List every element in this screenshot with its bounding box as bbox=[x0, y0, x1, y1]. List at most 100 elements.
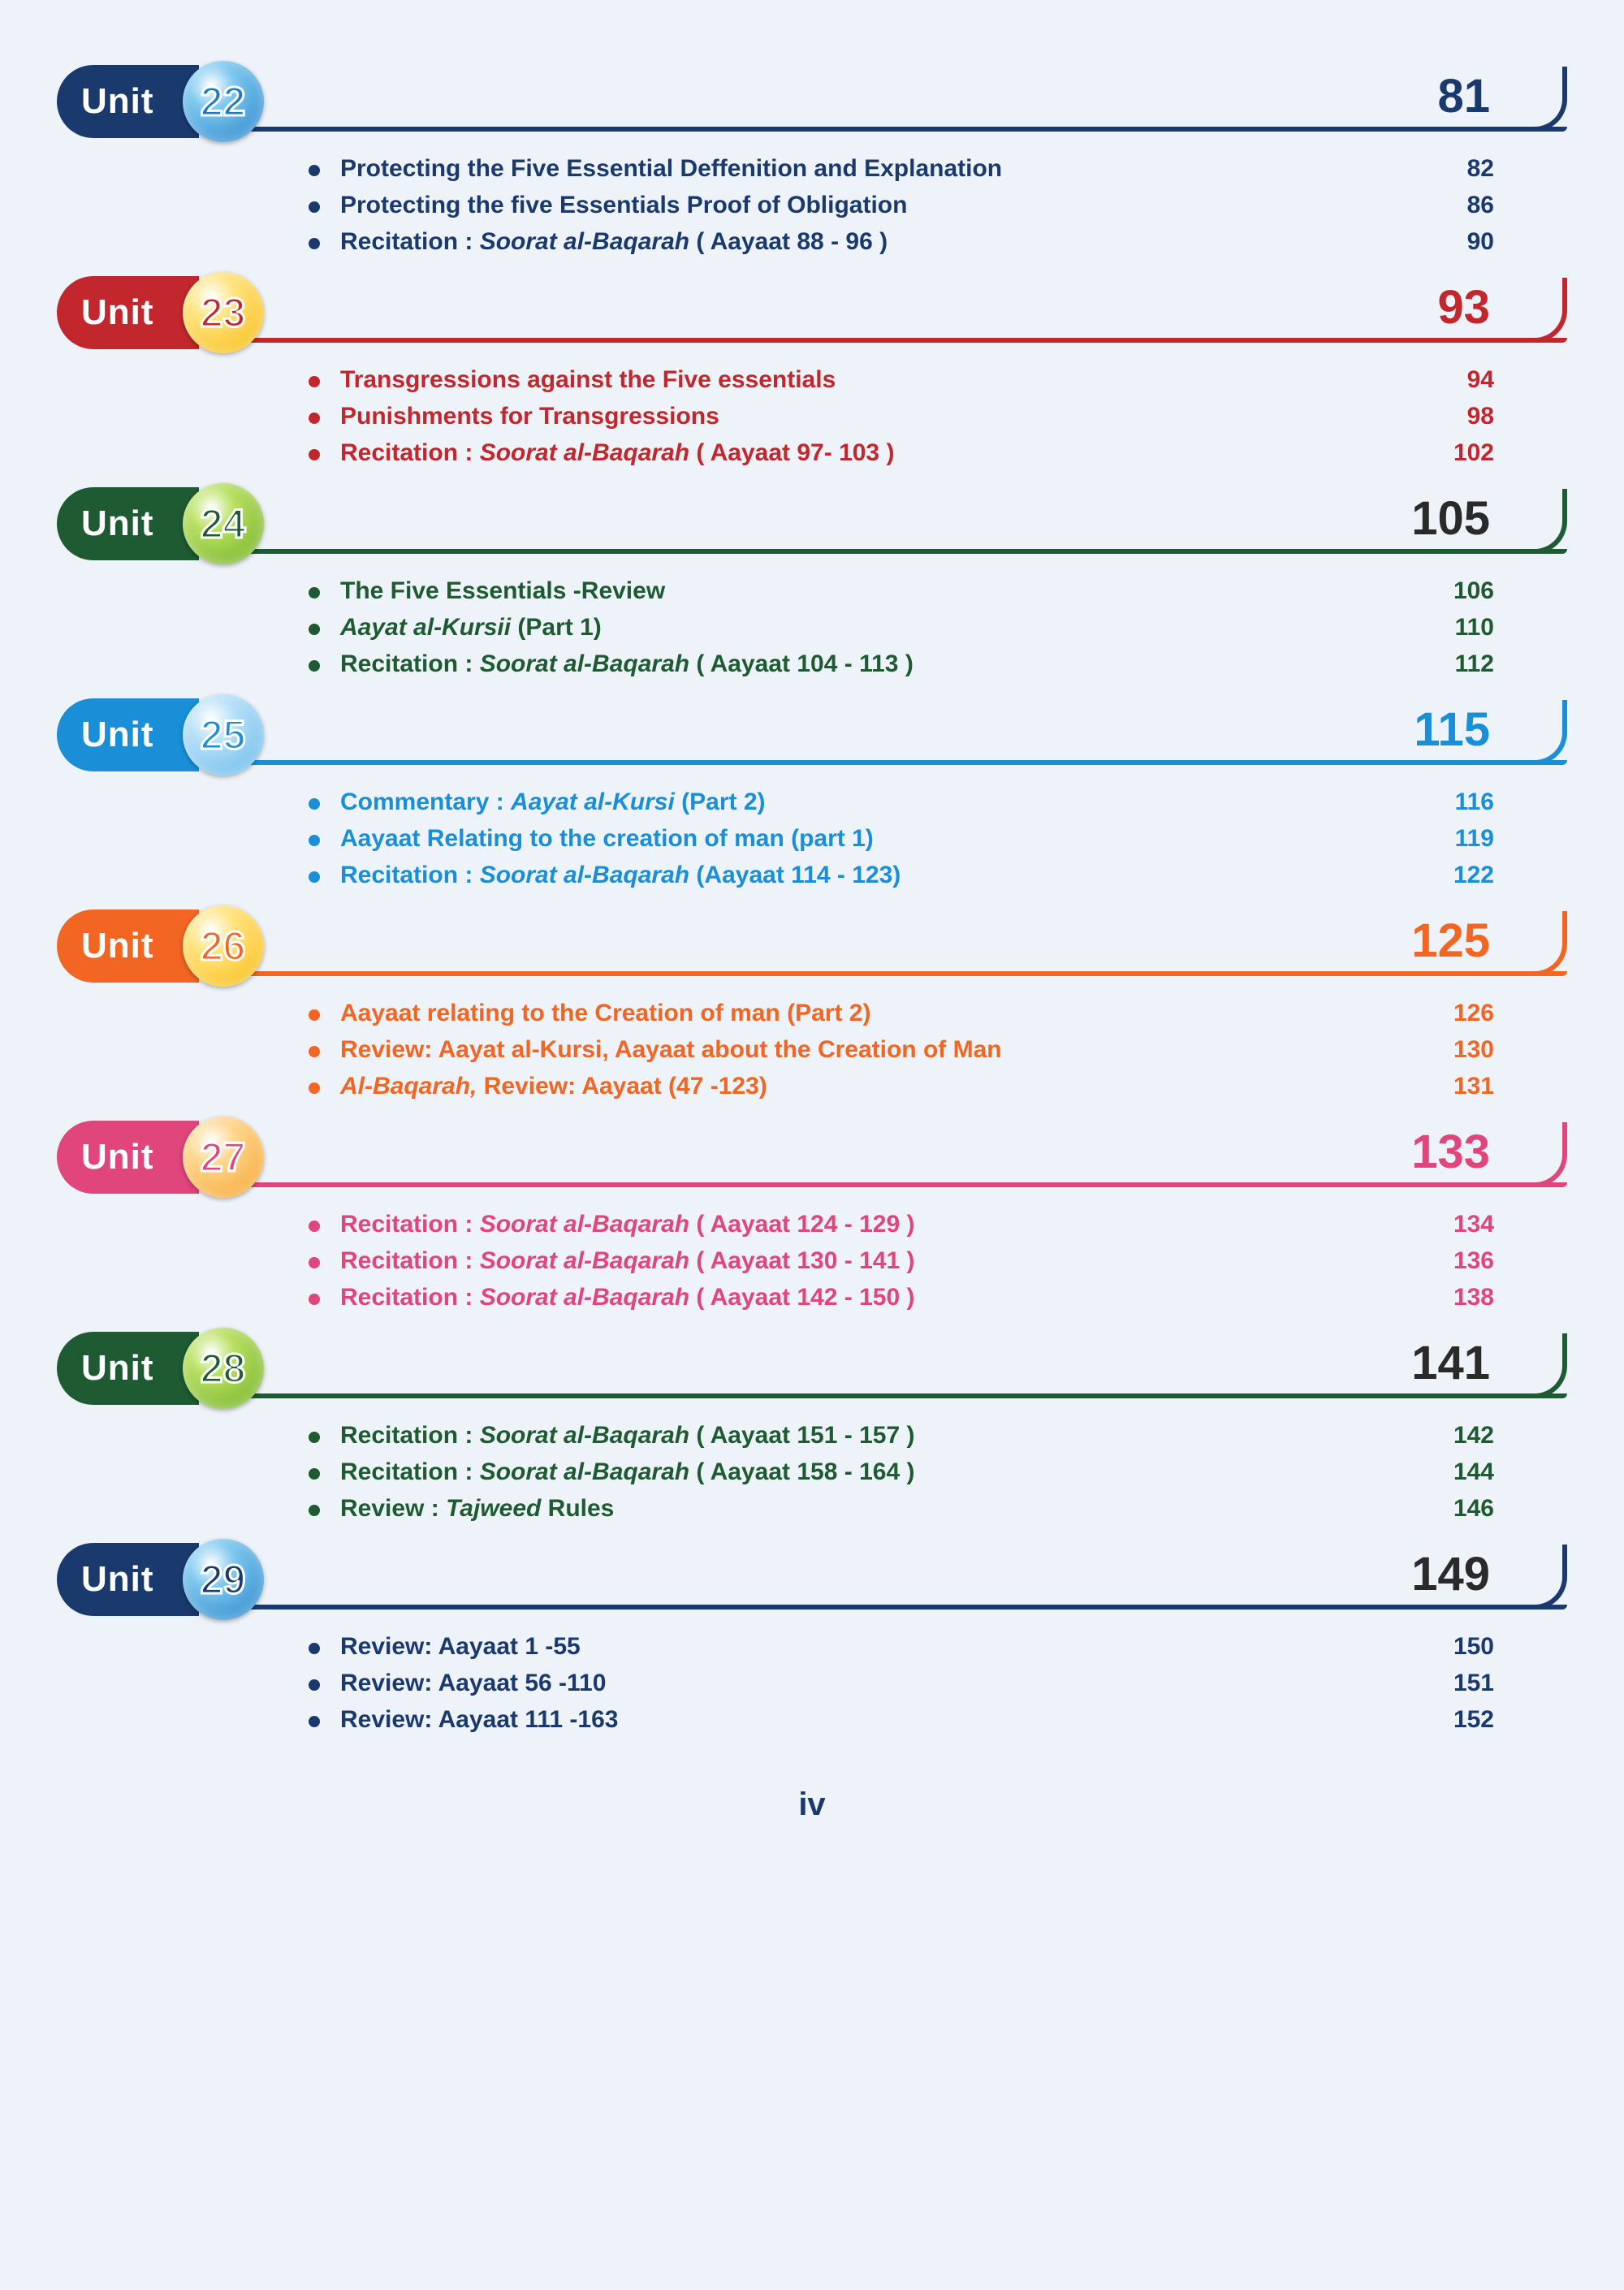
unit-header-right: 105 bbox=[264, 487, 1567, 560]
unit-start-page: 115 bbox=[1414, 702, 1490, 757]
unit-header: Unit 25 115 bbox=[57, 698, 1567, 771]
toc-item-row: Recitation : Soorat al-Baqarah ( Aayaat … bbox=[309, 223, 1494, 260]
bullet-icon bbox=[309, 376, 320, 387]
toc-item-text: Recitation : Soorat al-Baqarah ( Aayaat … bbox=[340, 1454, 1389, 1490]
toc-item-row: Review: Aayaat 111 -163152 bbox=[309, 1701, 1494, 1738]
toc-item-text: Review: Aayaat 111 -163 bbox=[340, 1701, 1389, 1738]
unit-header: Unit26 125 bbox=[57, 910, 1567, 983]
unit-block: Unit27133Recitation : Soorat al-Baqarah … bbox=[57, 1121, 1567, 1316]
bullet-icon bbox=[309, 1082, 320, 1094]
unit-header-right: 141 bbox=[264, 1332, 1567, 1405]
unit-header-right: 125 bbox=[264, 910, 1567, 983]
unit-number-circle: 26 bbox=[183, 905, 264, 987]
toc-item-text: Transgressions against the Five essentia… bbox=[340, 361, 1389, 398]
toc-item-row: Recitation : Soorat al-Baqarah ( Aayaat … bbox=[309, 1242, 1494, 1279]
toc-item-row: Protecting the Five Essential Deffenitio… bbox=[309, 150, 1494, 187]
toc-item-row: Review: Aayaat 1 -55 150 bbox=[309, 1628, 1494, 1665]
toc-item-text: Review: Aayaat 1 -55 bbox=[340, 1628, 1389, 1665]
unit-label: Unit bbox=[81, 81, 154, 122]
toc-item-page: 116 bbox=[1421, 784, 1494, 820]
toc-item-page: 131 bbox=[1421, 1068, 1494, 1104]
bullet-icon bbox=[309, 587, 320, 598]
unit-number: 22 bbox=[201, 78, 246, 125]
toc-item-row: Review: Aayat al-Kursi, Aayaat about the… bbox=[309, 1031, 1494, 1068]
unit-block: Unit24105 The Five Essentials -Review106A… bbox=[57, 487, 1567, 682]
toc-item-page: 150 bbox=[1421, 1628, 1494, 1665]
toc-item-text: Recitation : Soorat al-Baqarah ( Aayaat … bbox=[340, 1279, 1389, 1316]
toc-item-page: 151 bbox=[1421, 1665, 1494, 1701]
unit-block: Unit28141 Recitation : Soorat al-Baqarah … bbox=[57, 1332, 1567, 1527]
unit-tab: Unit bbox=[57, 276, 199, 349]
unit-tab: Unit bbox=[57, 1543, 199, 1616]
unit-number: 26 bbox=[201, 922, 246, 970]
unit-header-right: 115 bbox=[264, 698, 1567, 771]
unit-start-page: 141 bbox=[1411, 1336, 1490, 1390]
toc-item-page: 98 bbox=[1421, 398, 1494, 434]
bullet-icon bbox=[309, 201, 320, 213]
toc-item-text: Review : Tajweed Rules bbox=[340, 1490, 1389, 1527]
unit-number-circle: 25 bbox=[183, 694, 264, 776]
bullet-icon bbox=[309, 871, 320, 883]
bullet-icon bbox=[309, 1046, 320, 1057]
toc-item-row: The Five Essentials -Review106 bbox=[309, 572, 1494, 609]
toc-item-row: Recitation : Soorat al-Baqarah (Aayaat 1… bbox=[309, 857, 1494, 893]
toc-item-row: Recitation : Soorat al-Baqarah ( Aayaat … bbox=[309, 1417, 1494, 1454]
table-of-contents: Unit 22 81 Protecting the Five Essential De… bbox=[57, 65, 1567, 1738]
toc-item-row: Recitation : Soorat al-Baqarah ( Aayaat … bbox=[309, 434, 1494, 471]
toc-item-text: Aayat al-Kursii (Part 1) bbox=[340, 609, 1389, 646]
unit-number: 25 bbox=[201, 711, 246, 758]
bullet-icon bbox=[309, 1009, 320, 1021]
unit-label: Unit bbox=[81, 715, 154, 755]
unit-label: Unit bbox=[81, 503, 154, 544]
toc-item-row: Transgressions against the Five essentia… bbox=[309, 361, 1494, 398]
unit-block: Unit 25 115 Commentary : Aayat al-Kursi (Pa… bbox=[57, 698, 1567, 893]
unit-number-circle: 23 bbox=[183, 272, 264, 353]
toc-item-page: 136 bbox=[1421, 1242, 1494, 1279]
toc-item-text: Recitation : Soorat al-Baqarah ( Aayaat … bbox=[340, 434, 1389, 471]
unit-block: Unit 22 81 Protecting the Five Essential De… bbox=[57, 65, 1567, 260]
bullet-icon bbox=[309, 835, 320, 846]
toc-item-page: 110 bbox=[1421, 609, 1494, 646]
unit-header-line bbox=[264, 698, 1567, 771]
toc-item-page: 112 bbox=[1421, 646, 1494, 682]
unit-header: Unit28141 bbox=[57, 1332, 1567, 1405]
toc-item-text: Review: Aayaat 56 -110 bbox=[340, 1665, 1389, 1701]
unit-tab: Unit bbox=[57, 698, 199, 771]
unit-header: Unit24105 bbox=[57, 487, 1567, 560]
toc-item-page: 126 bbox=[1421, 995, 1494, 1031]
bullet-icon bbox=[309, 1643, 320, 1654]
unit-items: Transgressions against the Five essentia… bbox=[309, 361, 1494, 471]
unit-items: Recitation : Soorat al-Baqarah ( Aayaat … bbox=[309, 1206, 1494, 1316]
unit-header-right: 81 bbox=[264, 65, 1567, 138]
unit-tab: Unit bbox=[57, 487, 199, 560]
unit-number: 27 bbox=[201, 1134, 246, 1181]
toc-item-text: Recitation : Soorat al-Baqarah (Aayaat 1… bbox=[340, 857, 1389, 893]
unit-start-page: 93 bbox=[1437, 280, 1490, 335]
toc-item-row: Recitation : Soorat al-Baqarah ( Aayaat … bbox=[309, 646, 1494, 682]
unit-label: Unit bbox=[81, 292, 154, 333]
toc-item-text: Recitation : Soorat al-Baqarah ( Aayaat … bbox=[340, 1417, 1389, 1454]
toc-item-row: Aayaat Relating to the creation of man (… bbox=[309, 820, 1494, 857]
toc-item-text: Protecting the five Essentials Proof of … bbox=[340, 187, 1389, 223]
toc-item-row: Commentary : Aayat al-Kursi (Part 2)116 bbox=[309, 784, 1494, 820]
bullet-icon bbox=[309, 1221, 320, 1232]
page-number: iv bbox=[57, 1787, 1567, 1823]
bullet-icon bbox=[309, 238, 320, 249]
unit-number: 23 bbox=[201, 289, 246, 336]
unit-items: Protecting the Five Essential Deffenitio… bbox=[309, 150, 1494, 260]
bullet-icon bbox=[309, 1716, 320, 1727]
toc-item-page: 130 bbox=[1421, 1031, 1494, 1068]
toc-item-text: The Five Essentials -Review bbox=[340, 572, 1389, 609]
unit-tab: Unit bbox=[57, 910, 199, 983]
unit-items: Review: Aayaat 1 -55 150 Review: Aayaat 56… bbox=[309, 1628, 1494, 1738]
toc-item-text: Aayaat relating to the Creation of man (… bbox=[340, 995, 1389, 1031]
toc-item-text: Recitation : Soorat al-Baqarah ( Aayaat … bbox=[340, 1242, 1389, 1279]
toc-item-row: Punishments for Transgressions98 bbox=[309, 398, 1494, 434]
unit-start-page: 81 bbox=[1437, 69, 1490, 123]
unit-start-page: 149 bbox=[1411, 1547, 1490, 1601]
toc-item-row: Recitation : Soorat al-Baqarah ( Aayaat … bbox=[309, 1279, 1494, 1316]
toc-item-row: Al-Baqarah, Review: Aayaat (47 -123)131 bbox=[309, 1068, 1494, 1104]
unit-start-page: 105 bbox=[1411, 491, 1490, 546]
bullet-icon bbox=[309, 1257, 320, 1268]
unit-number-circle: 28 bbox=[183, 1328, 264, 1409]
